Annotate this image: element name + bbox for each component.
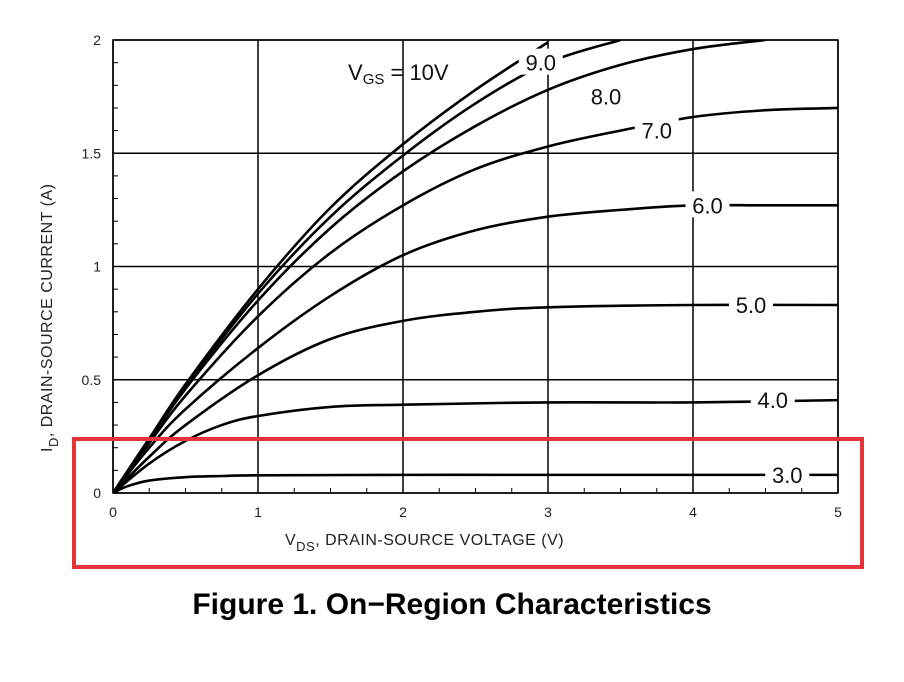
curve-vgs-4-0 (113, 398, 838, 493)
x-axis-title: VDS, DRAIN-SOURCE VOLTAGE (V) (285, 532, 564, 554)
curve-label-bg (765, 460, 810, 487)
curve-label: 3.0 (772, 463, 803, 488)
curve-label: 6.0 (692, 193, 723, 218)
curve-label-bg (518, 48, 563, 75)
curve-label: 4.0 (757, 388, 788, 413)
y-tick-label: 1.5 (82, 145, 102, 161)
vgs-annotation: VGS = 10V (348, 60, 449, 88)
plot-frame (112, 39, 839, 494)
highlight-box (72, 437, 864, 569)
curve-vgs-3-0 (113, 473, 838, 493)
x-tick-label: 4 (689, 504, 697, 520)
curve-labels: 9.0 8.0 7.0 6.0 5.0 4.0 3.0 (518, 48, 810, 488)
curve-label: 5.0 (736, 293, 767, 318)
x-tick-label: 3 (544, 504, 552, 520)
y-tick-label: 0 (93, 485, 101, 501)
curve-label: 7.0 (641, 119, 672, 144)
x-tick-label: 5 (834, 504, 842, 520)
x-tick-label: 0 (109, 504, 117, 520)
tick-labels: 0 1 2 3 4 5 0 0.5 1 1.5 2 (82, 32, 843, 520)
curve-label-bg (729, 291, 773, 318)
curve-vgs-8-0 (113, 40, 766, 493)
y-tick-label: 2 (93, 32, 101, 48)
curve-label-bg (584, 82, 628, 109)
y-tick-label: 0.5 (82, 372, 102, 388)
y-axis-title: ID, DRAIN-SOURCE CURRENT (A) (39, 184, 61, 452)
x-tick-label: 1 (254, 504, 262, 520)
curve-vgs-5-0 (113, 303, 838, 493)
curve-vgs-10V (113, 41, 549, 493)
curve-label: 8.0 (591, 85, 622, 110)
curves (113, 40, 838, 493)
curve-vgs-6-0 (113, 203, 838, 493)
x-tick-label: 2 (399, 504, 407, 520)
curve-vgs-7-0 (113, 106, 838, 493)
grid (112, 39, 839, 494)
curve-label: 9.0 (525, 51, 556, 76)
on-region-chart: 9.0 8.0 7.0 6.0 5.0 4.0 3.0 0 1 2 3 4 5 0 0.5 1 1.5 2 VG… (39, 32, 864, 569)
curve-label-bg (750, 386, 795, 413)
curve-label-bg (685, 191, 730, 218)
y-tick-label: 1 (93, 259, 101, 275)
figure-caption: Figure 1. On−Region Characteristics (192, 588, 712, 621)
curve-label-bg (634, 116, 679, 143)
